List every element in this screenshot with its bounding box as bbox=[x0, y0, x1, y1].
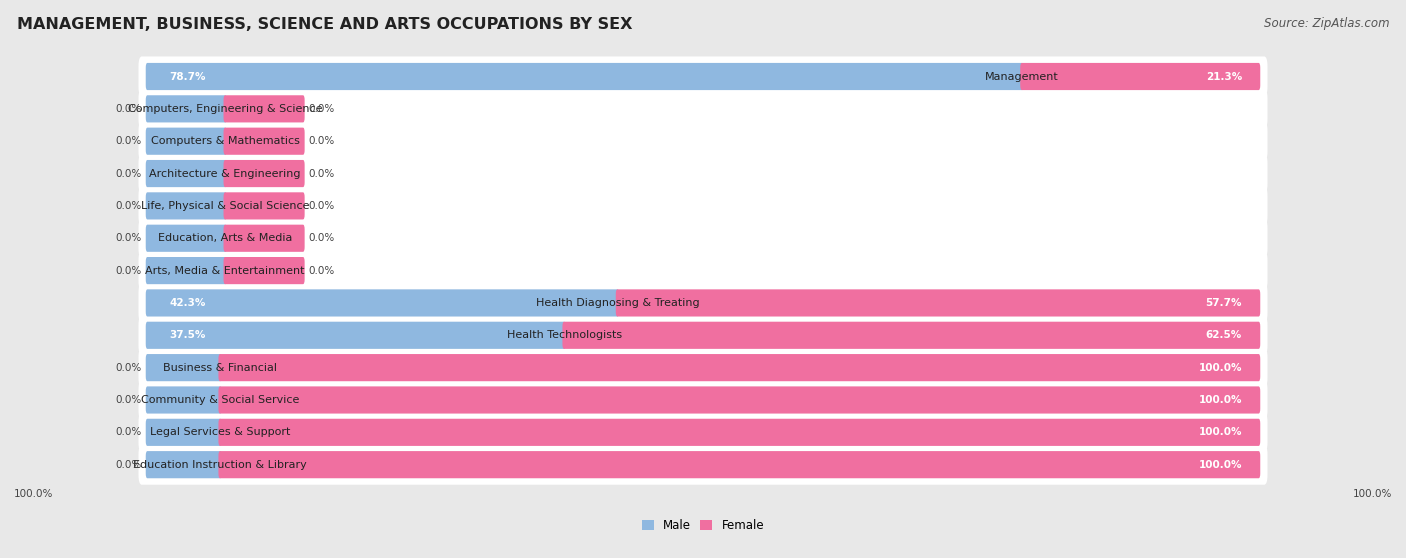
Text: 78.7%: 78.7% bbox=[170, 71, 207, 81]
Text: 0.0%: 0.0% bbox=[115, 169, 142, 179]
FancyBboxPatch shape bbox=[139, 283, 1267, 323]
FancyBboxPatch shape bbox=[224, 160, 305, 187]
Text: Life, Physical & Social Science: Life, Physical & Social Science bbox=[141, 201, 309, 211]
FancyBboxPatch shape bbox=[139, 348, 1267, 388]
FancyBboxPatch shape bbox=[139, 380, 1267, 420]
FancyBboxPatch shape bbox=[146, 322, 565, 349]
FancyBboxPatch shape bbox=[218, 354, 1260, 381]
FancyBboxPatch shape bbox=[146, 160, 226, 187]
Text: Education, Arts & Media: Education, Arts & Media bbox=[157, 233, 292, 243]
Text: 100.0%: 100.0% bbox=[1353, 489, 1392, 499]
FancyBboxPatch shape bbox=[146, 95, 226, 122]
Text: Arts, Media & Entertainment: Arts, Media & Entertainment bbox=[145, 266, 305, 276]
Text: Education Instruction & Library: Education Instruction & Library bbox=[134, 460, 307, 470]
Text: 0.0%: 0.0% bbox=[308, 233, 335, 243]
Text: Business & Financial: Business & Financial bbox=[163, 363, 277, 373]
Text: MANAGEMENT, BUSINESS, SCIENCE AND ARTS OCCUPATIONS BY SEX: MANAGEMENT, BUSINESS, SCIENCE AND ARTS O… bbox=[17, 17, 633, 32]
Text: 0.0%: 0.0% bbox=[308, 266, 335, 276]
Text: 0.0%: 0.0% bbox=[308, 104, 335, 114]
FancyBboxPatch shape bbox=[224, 193, 305, 219]
Text: Computers, Engineering & Science: Computers, Engineering & Science bbox=[128, 104, 322, 114]
FancyBboxPatch shape bbox=[146, 225, 226, 252]
FancyBboxPatch shape bbox=[139, 445, 1267, 485]
Text: 0.0%: 0.0% bbox=[115, 395, 142, 405]
FancyBboxPatch shape bbox=[616, 290, 1260, 316]
Text: 0.0%: 0.0% bbox=[115, 266, 142, 276]
Text: 100.0%: 100.0% bbox=[1198, 395, 1241, 405]
FancyBboxPatch shape bbox=[224, 95, 305, 122]
FancyBboxPatch shape bbox=[146, 290, 619, 316]
Legend: Male, Female: Male, Female bbox=[637, 514, 769, 536]
Text: Health Technologists: Health Technologists bbox=[506, 330, 621, 340]
FancyBboxPatch shape bbox=[146, 386, 222, 413]
FancyBboxPatch shape bbox=[146, 354, 222, 381]
FancyBboxPatch shape bbox=[146, 63, 1024, 90]
FancyBboxPatch shape bbox=[146, 128, 226, 155]
FancyBboxPatch shape bbox=[218, 451, 1260, 478]
FancyBboxPatch shape bbox=[146, 193, 226, 219]
FancyBboxPatch shape bbox=[139, 315, 1267, 355]
Text: 100.0%: 100.0% bbox=[1198, 427, 1241, 437]
Text: 42.3%: 42.3% bbox=[170, 298, 207, 308]
Text: 0.0%: 0.0% bbox=[115, 363, 142, 373]
Text: 0.0%: 0.0% bbox=[115, 460, 142, 470]
Text: 57.7%: 57.7% bbox=[1205, 298, 1241, 308]
FancyBboxPatch shape bbox=[218, 386, 1260, 413]
Text: 0.0%: 0.0% bbox=[308, 201, 335, 211]
Text: Source: ZipAtlas.com: Source: ZipAtlas.com bbox=[1264, 17, 1389, 30]
FancyBboxPatch shape bbox=[146, 418, 222, 446]
Text: 100.0%: 100.0% bbox=[1198, 363, 1241, 373]
Text: Legal Services & Support: Legal Services & Support bbox=[150, 427, 290, 437]
FancyBboxPatch shape bbox=[1021, 63, 1260, 90]
Text: 0.0%: 0.0% bbox=[115, 201, 142, 211]
Text: 0.0%: 0.0% bbox=[115, 427, 142, 437]
FancyBboxPatch shape bbox=[139, 186, 1267, 226]
FancyBboxPatch shape bbox=[139, 89, 1267, 129]
Text: 0.0%: 0.0% bbox=[115, 136, 142, 146]
Text: 21.3%: 21.3% bbox=[1206, 71, 1241, 81]
FancyBboxPatch shape bbox=[224, 257, 305, 284]
FancyBboxPatch shape bbox=[224, 128, 305, 155]
FancyBboxPatch shape bbox=[139, 153, 1267, 194]
FancyBboxPatch shape bbox=[139, 218, 1267, 258]
FancyBboxPatch shape bbox=[139, 56, 1267, 97]
Text: 62.5%: 62.5% bbox=[1206, 330, 1241, 340]
FancyBboxPatch shape bbox=[139, 121, 1267, 161]
Text: 0.0%: 0.0% bbox=[308, 136, 335, 146]
FancyBboxPatch shape bbox=[139, 251, 1267, 291]
Text: 100.0%: 100.0% bbox=[1198, 460, 1241, 470]
Text: Management: Management bbox=[986, 71, 1059, 81]
Text: 0.0%: 0.0% bbox=[115, 233, 142, 243]
Text: Architecture & Engineering: Architecture & Engineering bbox=[149, 169, 301, 179]
Text: 0.0%: 0.0% bbox=[115, 104, 142, 114]
Text: Computers & Mathematics: Computers & Mathematics bbox=[150, 136, 299, 146]
FancyBboxPatch shape bbox=[146, 257, 226, 284]
FancyBboxPatch shape bbox=[562, 322, 1260, 349]
FancyBboxPatch shape bbox=[139, 412, 1267, 453]
Text: 100.0%: 100.0% bbox=[14, 489, 53, 499]
Text: Health Diagnosing & Treating: Health Diagnosing & Treating bbox=[536, 298, 699, 308]
FancyBboxPatch shape bbox=[218, 418, 1260, 446]
FancyBboxPatch shape bbox=[224, 225, 305, 252]
Text: Community & Social Service: Community & Social Service bbox=[141, 395, 299, 405]
Text: 0.0%: 0.0% bbox=[308, 169, 335, 179]
FancyBboxPatch shape bbox=[146, 451, 222, 478]
Text: 37.5%: 37.5% bbox=[170, 330, 207, 340]
